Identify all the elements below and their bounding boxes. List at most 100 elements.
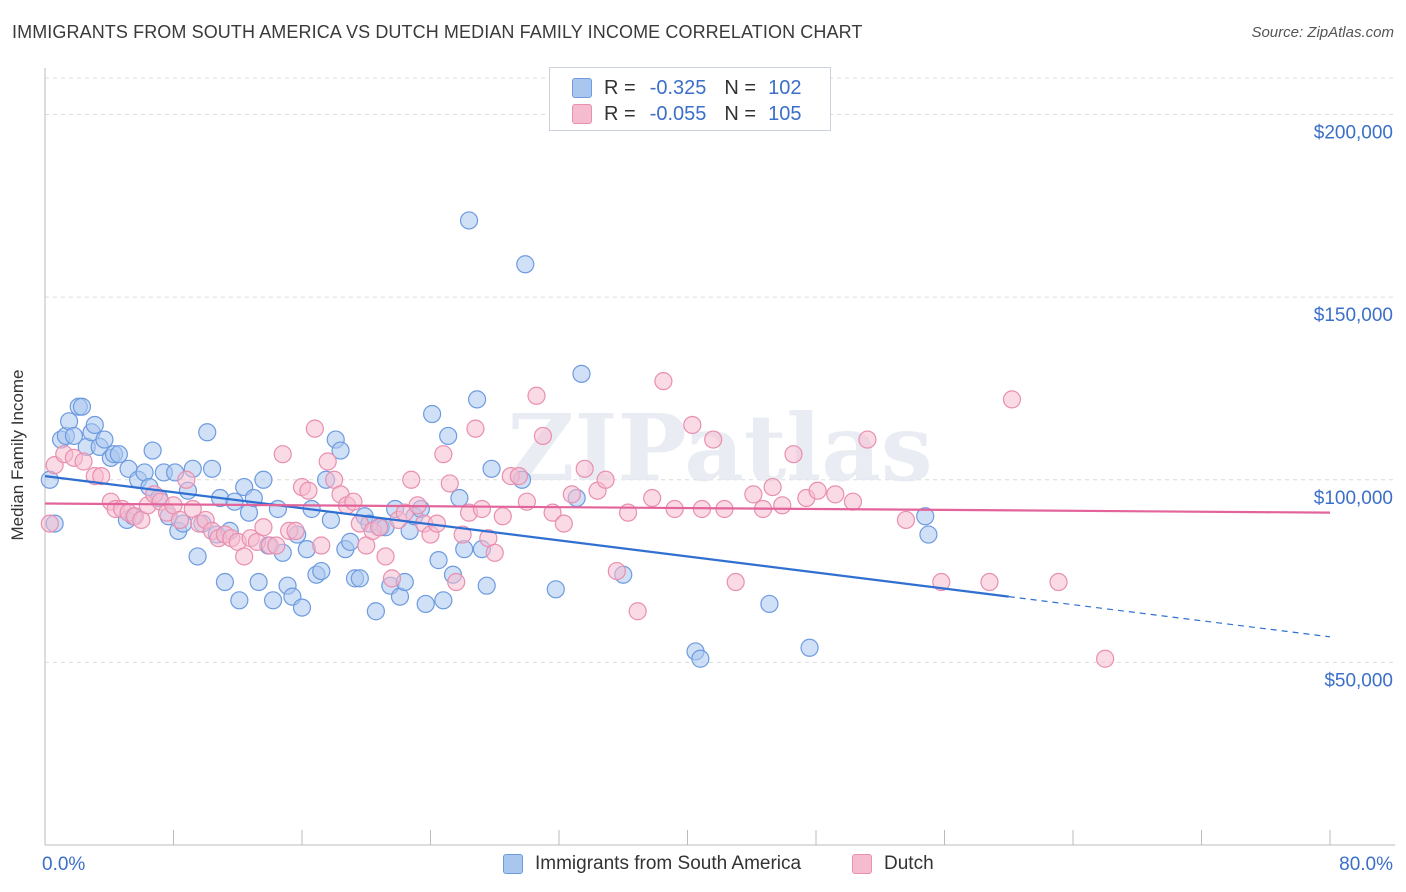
point-immigrants bbox=[64, 426, 84, 446]
point-immigrants bbox=[198, 423, 217, 442]
point-immigrants bbox=[268, 499, 288, 519]
point-immigrants bbox=[202, 459, 222, 478]
source-credit: Source: ZipAtlas.com bbox=[1251, 24, 1394, 41]
point-immigrants bbox=[434, 591, 453, 610]
point-immigrants bbox=[760, 594, 779, 614]
point-dutch bbox=[312, 536, 331, 555]
chart-title: IMMIGRANTS FROM SOUTH AMERICA VS DUTCH M… bbox=[12, 22, 863, 42]
point-dutch bbox=[858, 430, 877, 449]
point-immigrants bbox=[482, 459, 501, 478]
trendline-dutch bbox=[44, 502, 1331, 514]
point-dutch bbox=[305, 419, 324, 438]
legend-r-label: R = bbox=[604, 76, 636, 99]
x-tick-label-min: 0.0% bbox=[42, 854, 85, 875]
point-dutch bbox=[1096, 649, 1115, 668]
point-dutch bbox=[607, 561, 626, 581]
point-dutch bbox=[267, 536, 286, 555]
point-immigrants bbox=[546, 580, 565, 599]
point-dutch bbox=[683, 415, 702, 435]
point-dutch bbox=[382, 569, 402, 588]
point-immigrants bbox=[423, 404, 442, 424]
point-immigrants bbox=[366, 602, 385, 621]
point-dutch bbox=[773, 496, 792, 515]
legend-r-label: R = bbox=[604, 102, 636, 125]
point-immigrants bbox=[85, 415, 104, 435]
point-dutch bbox=[344, 492, 363, 511]
point-immigrants bbox=[312, 561, 331, 581]
point-immigrants bbox=[292, 598, 312, 617]
point-dutch bbox=[92, 467, 111, 486]
point-dutch bbox=[744, 485, 763, 504]
point-dutch bbox=[472, 499, 491, 519]
point-immigrants bbox=[341, 532, 360, 551]
watermark-text: ZIPatlas bbox=[507, 394, 932, 502]
point-dutch bbox=[509, 467, 528, 486]
point-dutch bbox=[1002, 390, 1022, 409]
point-immigrants bbox=[215, 572, 234, 592]
point-dutch bbox=[843, 492, 863, 511]
point-immigrants bbox=[109, 445, 128, 464]
point-dutch bbox=[235, 547, 254, 566]
point-immigrants bbox=[230, 591, 249, 610]
point-immigrants bbox=[429, 551, 448, 570]
point-immigrants bbox=[263, 591, 283, 610]
point-dutch bbox=[562, 485, 581, 504]
bottom-legend-swatch-blue bbox=[503, 854, 523, 874]
point-dutch bbox=[40, 514, 59, 533]
point-dutch bbox=[453, 525, 472, 544]
point-immigrants bbox=[467, 390, 487, 409]
point-immigrants bbox=[516, 255, 535, 274]
point-dutch bbox=[299, 481, 318, 500]
legend-row-immigrants: R = -0.325 N = 102 bbox=[572, 76, 819, 100]
point-dutch bbox=[170, 510, 190, 530]
legend-row-dutch: R = -0.055 N = 105 bbox=[572, 102, 819, 126]
y-tick-label: $200,000 bbox=[1314, 123, 1393, 144]
point-immigrants bbox=[916, 507, 935, 526]
point-dutch bbox=[554, 514, 573, 533]
point-dutch bbox=[543, 503, 562, 522]
point-immigrants bbox=[331, 441, 350, 460]
point-dutch bbox=[493, 507, 512, 526]
y-tick-label: $50,000 bbox=[1324, 670, 1393, 691]
point-dutch bbox=[1049, 572, 1068, 592]
trendline-immigrants-extension bbox=[1008, 596, 1331, 638]
point-dutch bbox=[286, 521, 305, 540]
point-dutch bbox=[763, 477, 782, 497]
point-dutch bbox=[826, 485, 845, 504]
point-dutch bbox=[784, 445, 803, 464]
point-dutch bbox=[254, 518, 273, 537]
point-dutch bbox=[726, 572, 745, 592]
point-dutch bbox=[370, 518, 389, 537]
point-immigrants bbox=[450, 488, 469, 508]
bottom-legend-label: Dutch bbox=[884, 853, 934, 874]
point-immigrants bbox=[143, 441, 162, 460]
bottom-legend-dutch: Dutch bbox=[852, 852, 934, 876]
point-immigrants bbox=[95, 430, 114, 449]
legend-n-label: N = bbox=[724, 102, 757, 125]
legend-n-value: 105 bbox=[768, 102, 802, 125]
point-immigrants bbox=[477, 576, 496, 595]
point-dutch bbox=[485, 543, 504, 562]
point-dutch bbox=[527, 386, 546, 405]
point-dutch bbox=[533, 426, 553, 446]
point-dutch bbox=[896, 510, 916, 530]
point-dutch bbox=[434, 445, 453, 464]
point-immigrants bbox=[72, 397, 92, 416]
point-immigrants bbox=[459, 211, 479, 230]
point-dutch bbox=[402, 470, 421, 489]
bottom-legend-swatch-pink bbox=[852, 854, 872, 874]
legend-r-value: -0.325 bbox=[649, 76, 707, 99]
point-dutch bbox=[440, 474, 459, 493]
y-axis-label: Median Family Income bbox=[8, 369, 27, 541]
point-immigrants bbox=[416, 594, 435, 614]
point-dutch bbox=[643, 488, 662, 508]
point-immigrants bbox=[249, 572, 268, 592]
point-dutch bbox=[318, 452, 337, 471]
legend-n-label: N = bbox=[724, 76, 757, 99]
legend-swatch-blue bbox=[572, 78, 592, 98]
point-immigrants bbox=[691, 649, 710, 668]
point-dutch bbox=[575, 459, 594, 478]
point-immigrants bbox=[188, 547, 207, 566]
point-immigrants bbox=[439, 426, 458, 446]
